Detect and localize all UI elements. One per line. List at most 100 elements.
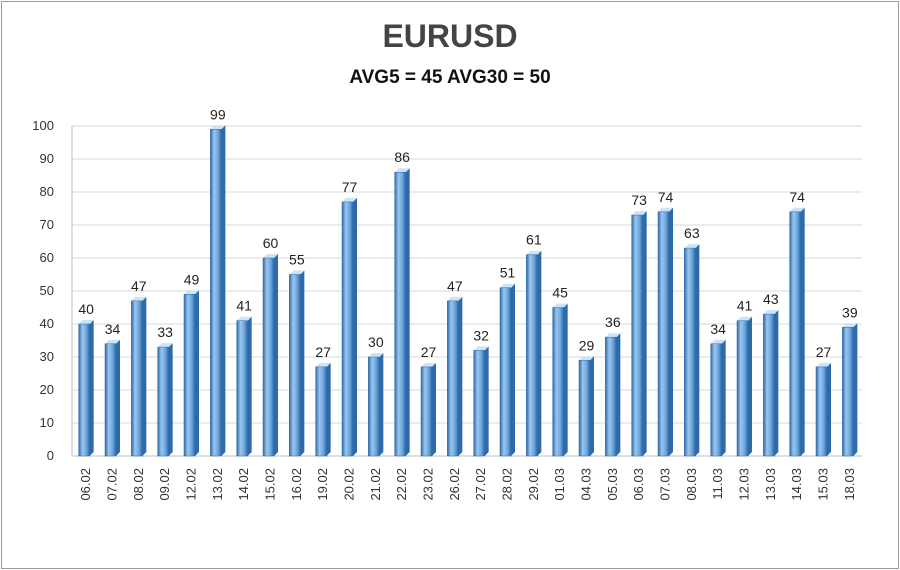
y-axis-ticks: 0 10 20 30 40 50 60 70 80 90 100 bbox=[32, 118, 54, 463]
bar-side bbox=[616, 333, 621, 456]
data-label: 29 bbox=[579, 337, 595, 353]
x-tick-label: 15.03 bbox=[816, 468, 831, 501]
data-label: 99 bbox=[210, 106, 226, 122]
bar bbox=[710, 339, 726, 457]
bar-side bbox=[142, 296, 147, 456]
data-label: 55 bbox=[289, 252, 305, 268]
bar-front bbox=[183, 294, 196, 457]
bar-side bbox=[195, 290, 199, 456]
bars bbox=[78, 125, 858, 457]
bar-top bbox=[105, 339, 120, 344]
bar-front bbox=[289, 274, 301, 457]
bar bbox=[341, 197, 357, 457]
bar bbox=[210, 125, 226, 457]
bar-side bbox=[274, 254, 278, 456]
bar-top bbox=[631, 211, 647, 216]
bar-front bbox=[262, 257, 275, 457]
bar-side bbox=[116, 339, 120, 456]
bar-front bbox=[842, 327, 854, 457]
x-tick-label: 16.02 bbox=[289, 468, 304, 501]
data-label: 41 bbox=[737, 298, 753, 314]
data-label: 34 bbox=[105, 321, 121, 337]
data-label: 30 bbox=[368, 334, 384, 350]
bar-top bbox=[315, 362, 331, 367]
bar bbox=[578, 356, 594, 457]
bar-side bbox=[669, 207, 673, 456]
data-label: 27 bbox=[315, 344, 331, 360]
bar-side bbox=[774, 310, 779, 456]
bar-side bbox=[405, 168, 410, 456]
y-tick-label: 70 bbox=[40, 217, 54, 232]
x-tick-label: 09.02 bbox=[157, 468, 172, 501]
bar bbox=[183, 290, 199, 457]
data-label: 34 bbox=[710, 321, 726, 337]
bar-top bbox=[78, 320, 94, 324]
x-tick-label: 05.03 bbox=[605, 468, 620, 501]
data-label: 40 bbox=[78, 301, 94, 317]
bar-top bbox=[552, 303, 568, 308]
bar-front bbox=[763, 313, 775, 457]
y-tick-label: 100 bbox=[32, 118, 54, 133]
bar-front bbox=[578, 360, 591, 457]
data-label: 74 bbox=[658, 189, 674, 205]
x-tick-label: 01.03 bbox=[552, 468, 567, 501]
bar-side bbox=[827, 362, 831, 456]
bar-top bbox=[131, 296, 147, 301]
x-tick-label: 21.02 bbox=[368, 468, 383, 501]
bar-front bbox=[526, 254, 538, 457]
bar bbox=[104, 339, 120, 457]
bar-side bbox=[326, 362, 331, 456]
y-tick-label: 10 bbox=[40, 415, 54, 430]
bar-front bbox=[420, 366, 433, 457]
x-tick-label: 07.02 bbox=[105, 468, 120, 501]
bar bbox=[447, 296, 463, 457]
x-axis-ticks: 06.02 07.02 08.02 09.02 12.02 13.02 14.02 15.02… bbox=[78, 468, 857, 501]
bar bbox=[315, 362, 331, 457]
bar-front bbox=[473, 350, 485, 457]
bar-top bbox=[368, 353, 384, 357]
bar-side bbox=[168, 343, 173, 456]
data-label: 27 bbox=[421, 344, 437, 360]
y-tick-label: 40 bbox=[40, 316, 54, 331]
bar-front bbox=[789, 211, 801, 457]
bar-side bbox=[642, 211, 647, 456]
bar-side bbox=[247, 316, 252, 456]
bar-top bbox=[526, 250, 542, 255]
data-label: 86 bbox=[394, 149, 410, 165]
bar-top bbox=[500, 283, 515, 288]
y-tick-label: 80 bbox=[40, 184, 54, 199]
bar-front bbox=[131, 300, 143, 457]
x-tick-label: 19.02 bbox=[315, 468, 330, 501]
x-tick-label: 07.03 bbox=[658, 468, 673, 501]
bar-side bbox=[432, 362, 436, 456]
y-tick-label: 50 bbox=[40, 283, 54, 298]
data-label: 74 bbox=[789, 189, 805, 205]
bar-side bbox=[458, 296, 463, 456]
bar-front bbox=[447, 300, 459, 457]
bar-front bbox=[736, 320, 749, 457]
bar-side bbox=[748, 316, 752, 456]
data-label: 60 bbox=[263, 235, 279, 251]
x-tick-label: 12.02 bbox=[184, 468, 199, 501]
x-tick-label: 15.02 bbox=[263, 468, 278, 501]
bar bbox=[657, 207, 673, 457]
bar-top bbox=[763, 310, 779, 315]
x-tick-label: 04.03 bbox=[579, 468, 594, 501]
y-tick-label: 20 bbox=[40, 382, 54, 397]
bar-front bbox=[236, 320, 248, 457]
chart-subtitle: AVG5 = 45 AVG30 = 50 bbox=[349, 67, 551, 88]
bar-side bbox=[563, 303, 568, 456]
x-tick-label: 22.02 bbox=[394, 468, 409, 501]
bar-front bbox=[605, 336, 617, 457]
bar-front bbox=[104, 343, 117, 457]
bar-top bbox=[737, 316, 752, 321]
bar-side bbox=[300, 270, 305, 456]
y-tick-label: 30 bbox=[40, 349, 54, 364]
bar-top bbox=[658, 207, 673, 212]
chart-title: EURUSD bbox=[382, 18, 518, 54]
bar-side bbox=[89, 320, 94, 456]
bar-front bbox=[157, 346, 169, 457]
x-tick-label: 26.02 bbox=[447, 468, 462, 501]
x-tick-label: 08.03 bbox=[684, 468, 699, 501]
x-tick-label: 14.02 bbox=[236, 468, 251, 501]
